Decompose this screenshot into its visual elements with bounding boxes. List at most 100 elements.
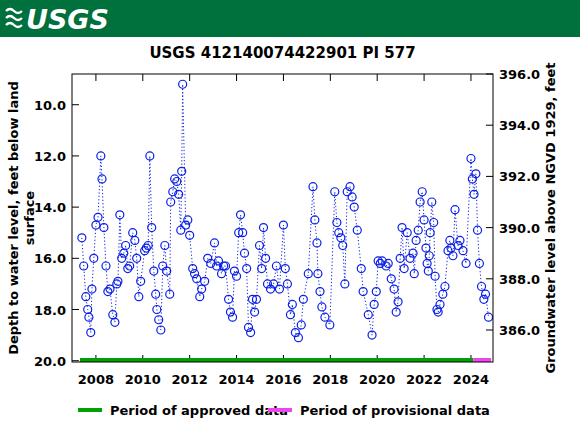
data-point <box>428 198 436 206</box>
logo: USGS <box>6 4 109 35</box>
data-point <box>157 326 165 334</box>
data-point <box>364 311 372 319</box>
data-point <box>177 226 185 234</box>
y2-tick-label: 392.0 <box>499 169 540 184</box>
legend-label: Period of provisional data <box>300 403 490 418</box>
data-point <box>424 267 432 275</box>
data-point <box>341 280 349 288</box>
data-point <box>299 295 307 303</box>
data-point <box>387 275 395 283</box>
data-point <box>167 198 175 206</box>
data-point <box>439 290 447 298</box>
data-point <box>368 331 376 339</box>
data-point <box>436 300 444 308</box>
data-point <box>384 259 392 267</box>
data-line <box>82 84 489 337</box>
y2-tick-label: 390.0 <box>499 221 540 236</box>
data-point <box>179 80 187 88</box>
x-tick-label: 2018 <box>312 372 348 387</box>
data-point <box>441 282 449 290</box>
data-point <box>84 306 92 314</box>
data-point <box>247 329 255 337</box>
data-point <box>215 257 223 265</box>
data-point <box>297 321 305 329</box>
data-point <box>102 262 110 270</box>
chart-root: USGSUSGS 412140074422901 PI 57710.012.01… <box>0 0 580 430</box>
logo-wave <box>6 23 22 27</box>
data-point <box>226 308 234 316</box>
data-point <box>201 277 209 285</box>
data-point <box>218 270 226 278</box>
data-point <box>186 231 194 239</box>
data-point <box>318 303 326 311</box>
y-tick <box>72 360 79 361</box>
data-point <box>88 285 96 293</box>
data-point <box>353 226 361 234</box>
logo-wave <box>6 16 22 20</box>
y-tick-label: 10.0 <box>34 98 66 113</box>
data-point <box>279 221 287 229</box>
x-tick-label: 2022 <box>406 372 442 387</box>
data-point <box>423 259 431 267</box>
data-point <box>251 308 259 316</box>
data-point <box>475 259 483 267</box>
y2-tick <box>486 125 493 126</box>
y-tick <box>72 155 79 156</box>
data-point <box>275 285 283 293</box>
data-point <box>78 234 86 242</box>
data-point <box>304 270 312 278</box>
data-point <box>97 152 105 160</box>
data-point <box>193 275 201 283</box>
data-point <box>120 249 128 257</box>
y2-tick <box>486 278 493 279</box>
plot-area <box>78 80 493 362</box>
data-point <box>425 252 433 260</box>
data-point <box>434 308 442 316</box>
x-tick-label: 2020 <box>359 372 395 387</box>
data-point <box>326 321 334 329</box>
legend-swatch <box>78 408 102 412</box>
data-point <box>152 290 160 298</box>
data-point <box>337 234 345 242</box>
data-point <box>133 254 141 262</box>
data-point <box>390 285 398 293</box>
data-point <box>80 262 88 270</box>
logo-text: USGS <box>26 4 109 35</box>
data-point <box>359 288 367 296</box>
data-point <box>459 247 467 255</box>
data-point <box>478 282 486 290</box>
data-point <box>111 318 119 326</box>
data-point <box>150 267 158 275</box>
data-point <box>124 265 132 273</box>
data-point <box>382 262 390 270</box>
data-point <box>474 226 482 234</box>
data-point <box>346 183 354 191</box>
data-point <box>166 290 174 298</box>
data-point <box>370 300 378 308</box>
data-point <box>85 313 93 321</box>
y2-axis-label: Groundwater level above NGVD 1929, feet <box>543 62 558 373</box>
data-point <box>116 211 124 219</box>
data-point <box>225 295 233 303</box>
legend-swatch <box>268 408 292 412</box>
data-point <box>245 323 253 331</box>
data-point <box>175 190 183 198</box>
data-point <box>403 229 411 237</box>
data-point <box>430 218 438 226</box>
x-tick-top <box>377 74 378 81</box>
data-point <box>412 236 420 244</box>
plot-frame <box>72 74 493 362</box>
x-tick-label: 2024 <box>453 372 489 387</box>
data-point <box>171 175 179 183</box>
data-point <box>137 277 145 285</box>
x-tick-label: 2014 <box>218 372 254 387</box>
data-point <box>211 239 219 247</box>
data-point <box>243 265 251 273</box>
data-point <box>252 295 260 303</box>
data-point <box>198 285 206 293</box>
data-point <box>350 203 358 211</box>
data-point <box>451 206 459 214</box>
title: USGS 412140074422901 PI 577 <box>149 44 415 62</box>
y-tick-label: 14.0 <box>34 200 66 215</box>
y-axis-label-line: Depth to water level, feet below land <box>6 81 21 355</box>
